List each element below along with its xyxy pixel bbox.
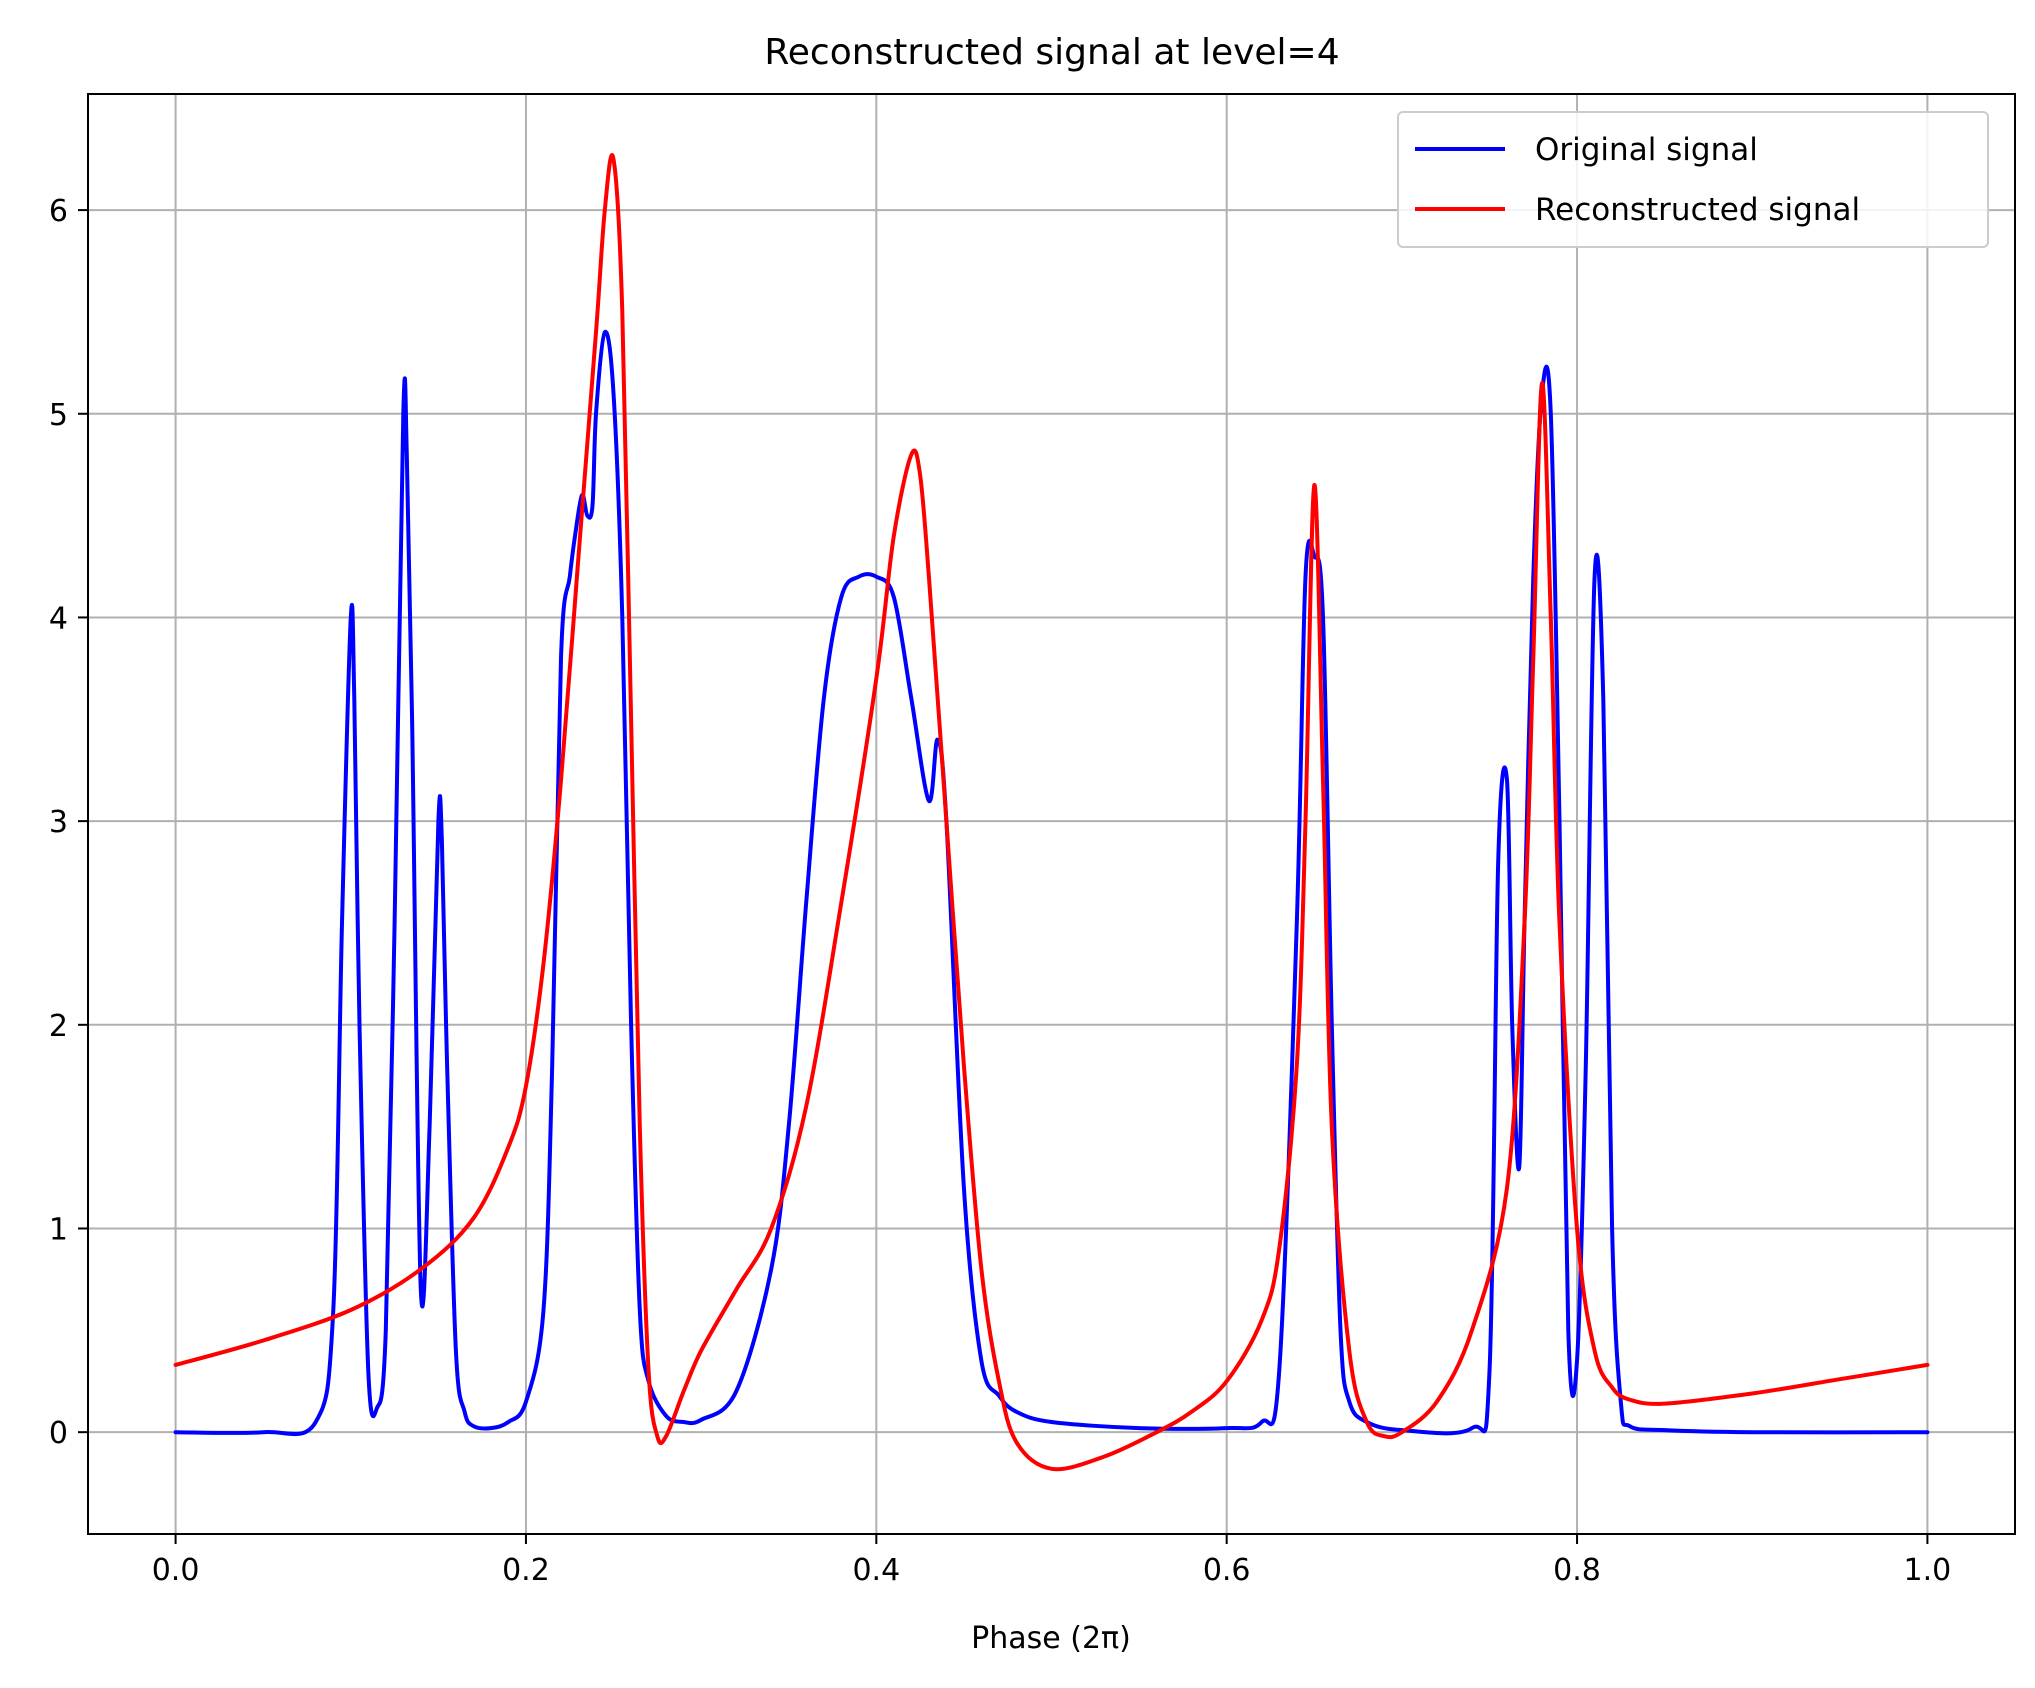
legend: Original signal Reconstructed signal bbox=[1397, 111, 1989, 248]
plot-frame bbox=[87, 93, 2016, 1535]
x-tick-label: 0.2 bbox=[502, 1553, 550, 1588]
chart-title: Reconstructed signal at level=4 bbox=[764, 32, 1339, 73]
y-tick-label: 5 bbox=[49, 398, 68, 433]
y-tick-label: 1 bbox=[49, 1212, 68, 1247]
x-tick-label: 1.0 bbox=[1904, 1553, 1952, 1588]
axis-ticks: 0.0 0.2 0.4 0.6 0.8 1.0 0 1 2 3 4 5 6 bbox=[49, 194, 1951, 1588]
x-axis-label: Phase (2π) bbox=[971, 1621, 1131, 1656]
legend-label-reconstructed: Reconstructed signal bbox=[1535, 192, 1860, 228]
y-tick-label: 2 bbox=[49, 1009, 68, 1044]
y-tick-label: 4 bbox=[49, 601, 68, 636]
series-line-reconstructed bbox=[173, 153, 1930, 1472]
y-tick-label: 3 bbox=[49, 805, 68, 840]
x-tick-label: 0.8 bbox=[1553, 1553, 1601, 1588]
y-tick-label: 6 bbox=[49, 194, 68, 229]
legend-label-original: Original signal bbox=[1535, 132, 1758, 168]
series-line-original bbox=[173, 329, 1930, 1437]
y-tick-label: 0 bbox=[49, 1416, 68, 1451]
x-tick-label: 0.0 bbox=[152, 1553, 200, 1588]
series-lines bbox=[173, 153, 1930, 1472]
x-tick-label: 0.4 bbox=[852, 1553, 900, 1588]
x-tick-label: 0.6 bbox=[1203, 1553, 1251, 1588]
legend-box bbox=[1397, 111, 1989, 248]
